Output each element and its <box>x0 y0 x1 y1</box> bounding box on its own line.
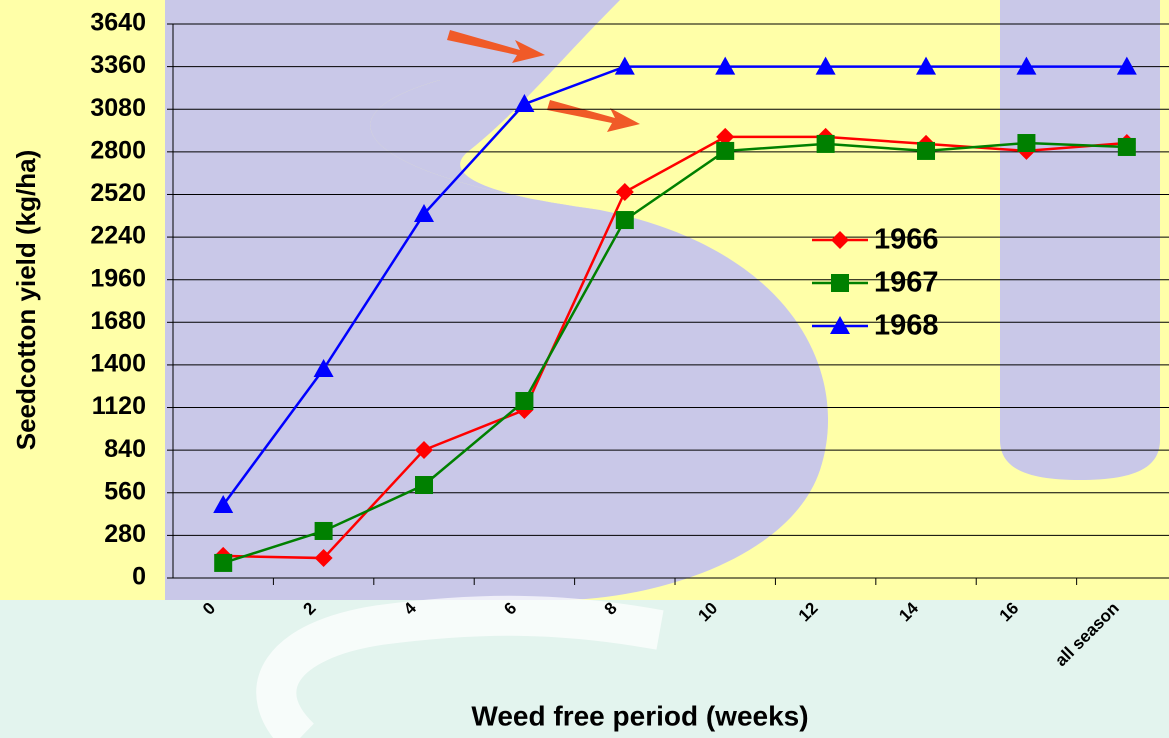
data-point <box>917 142 935 160</box>
data-point <box>716 142 734 160</box>
y-tick-label: 560 <box>104 477 146 505</box>
legend-label: 1966 <box>874 224 939 256</box>
y-tick-label: 1400 <box>90 350 146 378</box>
data-point <box>1118 138 1136 156</box>
y-tick-label: 2800 <box>90 136 146 164</box>
y-tick-label: 280 <box>104 520 146 548</box>
x-axis-title: Weed free period (weeks) <box>471 700 808 731</box>
data-point <box>616 211 634 229</box>
data-point <box>415 476 433 494</box>
y-tick-label: 840 <box>104 435 146 463</box>
data-point <box>214 554 232 572</box>
y-tick-label: 1680 <box>90 307 146 335</box>
y-tick-label: 0 <box>132 563 146 591</box>
data-point <box>515 392 533 410</box>
chart: Weed free period (weeks) Seedcotton yiel… <box>0 0 1169 738</box>
y-tick-label: 2520 <box>90 179 146 207</box>
y-tick-label: 3080 <box>90 94 146 122</box>
y-tick-label: 3640 <box>90 9 146 37</box>
y-tick-label: 1960 <box>90 264 146 292</box>
data-point <box>1017 134 1035 152</box>
y-tick-label: 2240 <box>90 222 146 250</box>
y-tick-label: 1120 <box>92 392 146 420</box>
y-axis-title: Seedcotton yield (kg/ha) <box>11 150 41 451</box>
data-point <box>817 135 835 153</box>
data-point <box>315 522 333 540</box>
legend-label: 1968 <box>874 310 939 342</box>
y-tick-label: 3360 <box>90 51 146 79</box>
legend-marker <box>831 274 849 292</box>
legend-label: 1967 <box>874 267 939 299</box>
